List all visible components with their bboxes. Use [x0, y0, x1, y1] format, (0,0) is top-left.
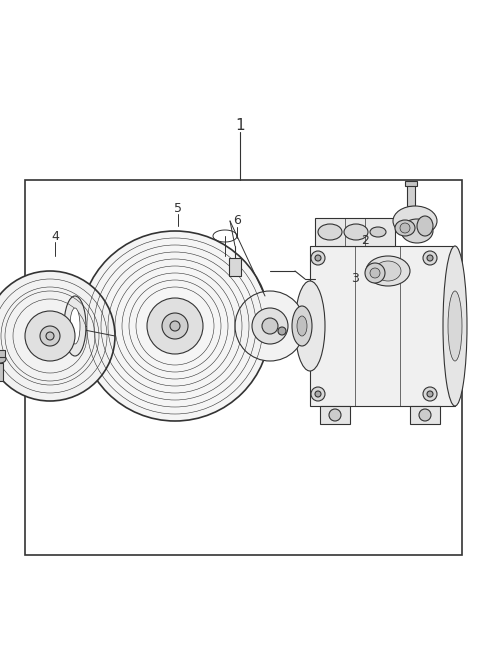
- Bar: [407, 184, 415, 206]
- Circle shape: [278, 327, 286, 335]
- Ellipse shape: [365, 263, 385, 283]
- Text: 5: 5: [174, 201, 182, 215]
- Circle shape: [311, 251, 325, 265]
- Bar: [0, 350, 5, 357]
- Circle shape: [311, 387, 325, 401]
- Circle shape: [315, 391, 321, 397]
- Ellipse shape: [147, 298, 203, 354]
- Ellipse shape: [448, 291, 462, 361]
- Ellipse shape: [0, 355, 6, 363]
- Bar: [310, 246, 455, 406]
- Ellipse shape: [318, 224, 342, 240]
- Ellipse shape: [443, 246, 467, 406]
- Ellipse shape: [0, 271, 115, 401]
- Ellipse shape: [64, 296, 86, 356]
- Bar: [320, 406, 350, 424]
- Ellipse shape: [295, 281, 325, 371]
- Ellipse shape: [344, 224, 368, 240]
- Ellipse shape: [235, 291, 305, 361]
- Ellipse shape: [370, 227, 386, 237]
- Text: 4: 4: [51, 230, 59, 243]
- Circle shape: [170, 321, 180, 331]
- Ellipse shape: [417, 216, 433, 236]
- Circle shape: [427, 391, 433, 397]
- Ellipse shape: [370, 268, 380, 278]
- Bar: [25, 180, 462, 555]
- Ellipse shape: [297, 316, 307, 336]
- Circle shape: [315, 255, 321, 261]
- Ellipse shape: [400, 223, 410, 233]
- Circle shape: [423, 251, 437, 265]
- Ellipse shape: [366, 256, 410, 286]
- Circle shape: [423, 387, 437, 401]
- Circle shape: [419, 409, 431, 421]
- Ellipse shape: [70, 308, 80, 344]
- Text: 3: 3: [351, 272, 359, 285]
- Bar: [315, 218, 395, 246]
- Ellipse shape: [80, 231, 270, 421]
- Ellipse shape: [375, 261, 401, 281]
- Circle shape: [162, 313, 188, 339]
- Bar: [229, 258, 241, 276]
- Bar: [0, 363, 3, 381]
- Ellipse shape: [25, 311, 75, 361]
- Bar: [405, 181, 417, 186]
- Text: 2: 2: [361, 234, 369, 247]
- Ellipse shape: [292, 306, 312, 346]
- Text: 6: 6: [233, 215, 241, 228]
- Ellipse shape: [252, 308, 288, 344]
- Circle shape: [329, 409, 341, 421]
- Circle shape: [427, 255, 433, 261]
- Circle shape: [40, 326, 60, 346]
- Bar: [410, 406, 440, 424]
- Circle shape: [46, 332, 54, 340]
- Ellipse shape: [395, 220, 415, 236]
- Circle shape: [262, 318, 278, 334]
- Text: 1: 1: [235, 119, 245, 134]
- Ellipse shape: [393, 206, 437, 236]
- Ellipse shape: [401, 219, 433, 243]
